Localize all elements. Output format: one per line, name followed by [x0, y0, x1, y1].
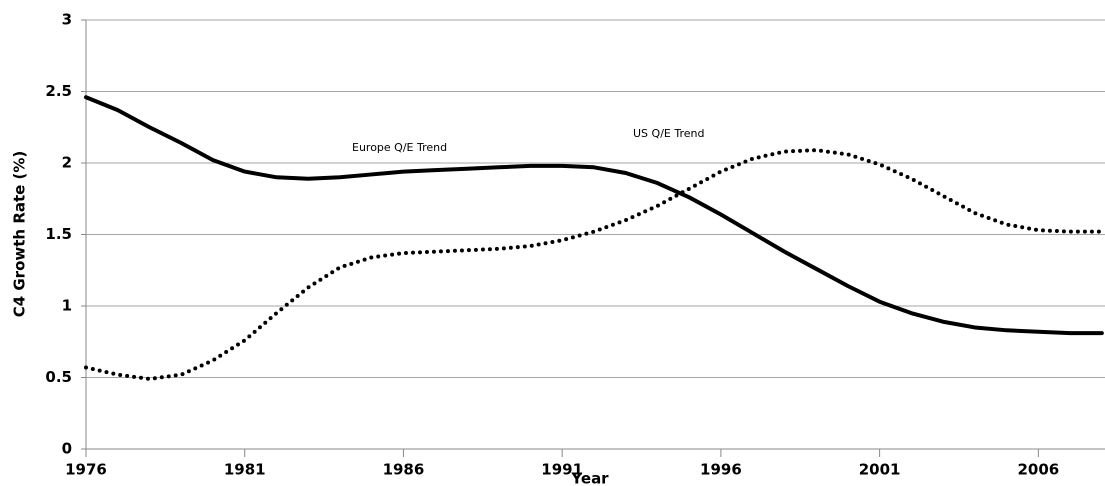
y-tick-label: 3	[62, 11, 72, 29]
y-tick-label: 0.5	[45, 368, 72, 386]
y-axis-title: C4 Growth Rate (%)	[11, 151, 29, 318]
x-tick-label: 2001	[859, 461, 901, 479]
x-axis-title: Year	[570, 470, 609, 486]
y-tick-label: 1	[62, 297, 72, 315]
x-tick-label: 1986	[383, 461, 425, 479]
x-tick-label: 2006	[1017, 461, 1059, 479]
y-tick-label: 1.5	[45, 225, 72, 243]
y-tick-label: 2.5	[45, 82, 72, 100]
x-tick-label: 1996	[700, 461, 742, 479]
series-line	[84, 148, 1104, 381]
series-line	[84, 95, 1104, 336]
x-tick-label: 1991	[541, 461, 583, 479]
y-tick-label: 2	[62, 154, 72, 172]
x-tick-label: 1981	[224, 461, 266, 479]
x-tick-label: 1976	[65, 461, 107, 479]
series-annotation: Europe Q/E Trend	[352, 141, 447, 154]
y-tick-label: 0	[62, 440, 72, 458]
series-annotation: US Q/E Trend	[633, 127, 704, 140]
